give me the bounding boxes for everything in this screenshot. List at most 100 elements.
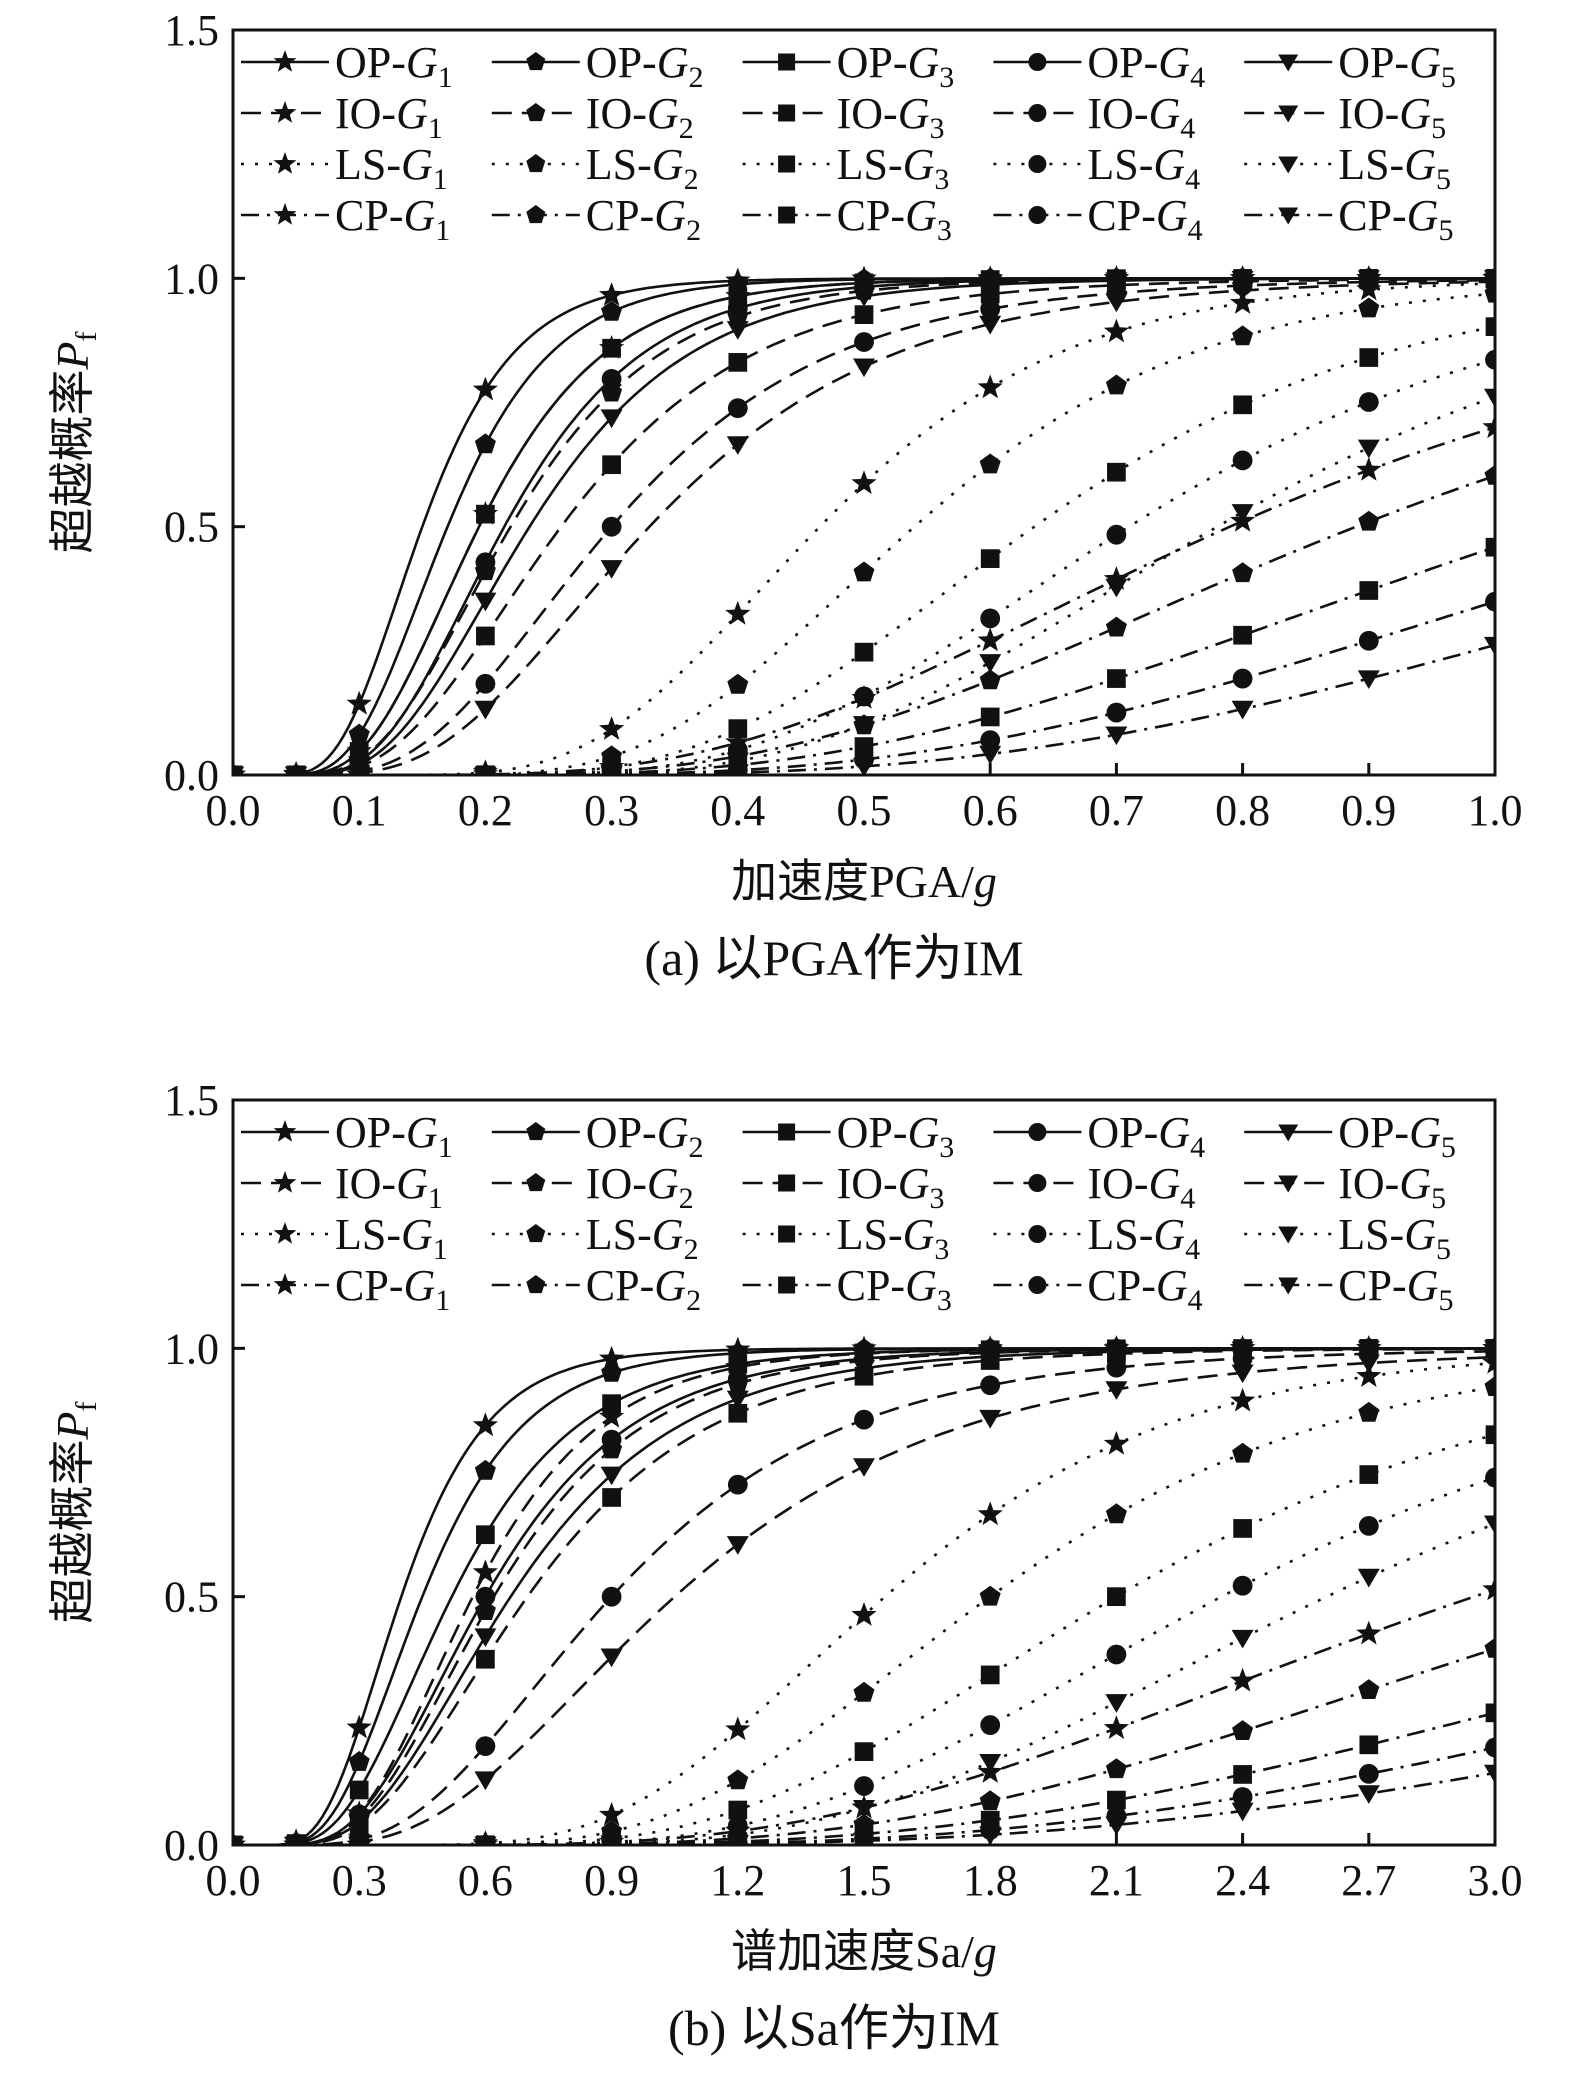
data-point-cp-g5 — [285, 1836, 308, 1845]
data-point-io-g2 — [727, 305, 749, 326]
legend-marker-icon — [273, 203, 297, 225]
data-point-cp-g5 — [726, 764, 749, 775]
data-point-io-g4 — [1106, 1357, 1127, 1378]
data-point-ls-g5 — [979, 654, 1002, 673]
data-point-cp-g1 — [851, 1794, 877, 1819]
legend-marker-icon — [1278, 105, 1299, 123]
data-point-ls-g2 — [1232, 325, 1254, 346]
legend-marker-icon — [526, 205, 546, 224]
data-point-cp-g5 — [600, 1836, 623, 1845]
data-point-ls-g2 — [853, 561, 875, 582]
data-point-cp-g3 — [1485, 1703, 1495, 1723]
data-point-cp-g1 — [1230, 507, 1256, 532]
x-tick-label: 1.2 — [710, 1856, 765, 1905]
y-tick-label: 1.5 — [164, 6, 219, 55]
data-point-ls-g3 — [854, 642, 874, 662]
legend-marker-icon — [778, 1225, 796, 1243]
data-point-ls-g2 — [979, 453, 1001, 474]
data-point-cp-g5 — [726, 1835, 749, 1845]
data-point-ls-g4 — [980, 1715, 1001, 1735]
data-point-op-g2 — [348, 723, 370, 744]
data-point-ls-g1 — [1103, 1430, 1129, 1455]
data-point-ls-g5 — [1484, 388, 1495, 408]
legend-label: OP-G3 — [837, 1108, 955, 1164]
y-tick-label: 0.0 — [164, 751, 219, 800]
data-point-ls-g2 — [1358, 297, 1380, 318]
legend-label: OP-G2 — [586, 38, 704, 94]
legend-label: OP-G5 — [1338, 38, 1456, 94]
data-point-cp-g5 — [1231, 1802, 1254, 1822]
x-tick-label: 2.1 — [1089, 1856, 1144, 1905]
legend-label: IO-G3 — [837, 89, 945, 145]
data-point-cp-g1 — [725, 729, 751, 754]
data-point-cp-g2 — [1232, 1720, 1254, 1740]
data-point-io-g2 — [727, 1372, 749, 1393]
legend-marker-icon — [273, 1171, 297, 1193]
data-point-io-g3 — [854, 305, 874, 324]
legend-label: LS-G2 — [586, 140, 699, 196]
data-point-cp-g5 — [1357, 1785, 1380, 1804]
data-point-io-g2 — [474, 560, 496, 581]
series-line-io-g4 — [233, 278, 1495, 775]
x-tick-label: 0.3 — [584, 786, 639, 835]
data-point-cp-g1 — [1356, 456, 1382, 481]
data-point-io-g4 — [727, 1474, 748, 1495]
legend-label: LS-G4 — [1087, 1210, 1200, 1266]
data-point-cp-g5 — [853, 1832, 875, 1845]
data-point-op-g4 — [475, 1586, 496, 1607]
data-point-ls-g1 — [1356, 276, 1382, 301]
legend-marker-icon — [1028, 1174, 1047, 1192]
data-point-cp-g5 — [233, 1836, 244, 1845]
x-tick-label: 0.1 — [332, 786, 387, 835]
data-point-ls-g2 — [1105, 374, 1127, 395]
chart-panel-b: 0.0 0.3 0.6 0.9 1.2 1.5 1.8 2.1 2.4 2.7 3.0 0.0 0.5 1… — [0, 1070, 1575, 2070]
legend-label: OP-G3 — [837, 38, 955, 94]
data-point-cp-g2 — [1105, 1758, 1127, 1779]
data-point-ls-g2 — [1105, 1503, 1127, 1524]
data-point-ls-g3 — [728, 719, 748, 738]
data-point-cp-g5 — [1484, 636, 1495, 656]
x-tick-label: 0.3 — [332, 1856, 387, 1905]
data-point-io-g4 — [854, 332, 874, 352]
data-point-ls-g4 — [980, 608, 1001, 629]
data-point-io-g2 — [853, 279, 875, 300]
curves — [233, 1335, 1495, 1845]
data-point-io-g3 — [980, 284, 1000, 304]
data-point-cp-g4 — [1358, 630, 1379, 651]
data-point-cp-g3 — [1107, 669, 1126, 688]
data-point-cp-g3 — [980, 707, 1000, 727]
data-point-io-g3 — [728, 353, 748, 372]
data-point-io-g4 — [601, 1586, 622, 1607]
legend-label: IO-G4 — [1087, 1159, 1195, 1215]
legend-marker-icon — [526, 1122, 546, 1141]
data-point-cp-g5 — [600, 766, 623, 775]
data-point-io-g1 — [472, 500, 498, 525]
legend-marker-icon — [273, 1273, 297, 1295]
data-point-cp-g5 — [285, 766, 308, 775]
x-tick-label: 0.9 — [1341, 786, 1396, 835]
legend-marker-icon — [273, 1120, 297, 1142]
legend-label: OP-G2 — [586, 1108, 704, 1164]
data-point-io-g2 — [853, 1349, 875, 1370]
legend-label: IO-G1 — [335, 1159, 443, 1215]
x-tick-label: 1.0 — [1468, 786, 1523, 835]
data-point-ls-g3 — [1359, 1465, 1379, 1484]
y-tick-label: 1.0 — [164, 1324, 219, 1373]
legend-marker-icon — [1278, 1226, 1299, 1244]
chart-svg-b: 0.0 0.3 0.6 0.9 1.2 1.5 1.8 2.1 2.4 2.7 3.0 0.0 0.5 1… — [47, 1076, 1523, 2056]
data-point-ls-g1 — [1230, 1387, 1256, 1412]
legend-marker-icon — [1278, 156, 1299, 174]
data-point-op-g2 — [601, 1361, 623, 1382]
data-point-io-g1 — [725, 283, 751, 307]
data-point-cp-g1 — [977, 627, 1003, 652]
legend-label: OP-G1 — [335, 1108, 453, 1164]
legend-label: IO-G4 — [1087, 89, 1195, 145]
y-tick-label: 0.5 — [164, 1573, 219, 1622]
data-point-cp-g2 — [1105, 616, 1127, 637]
data-point-io-g3 — [602, 1488, 621, 1507]
data-point-cp-g1 — [977, 1759, 1003, 1783]
legend-marker-icon — [778, 1174, 796, 1192]
legend-marker-icon — [1028, 53, 1047, 71]
legend-label: OP-G4 — [1087, 1108, 1205, 1164]
series-line-ls-g3 — [233, 325, 1495, 775]
